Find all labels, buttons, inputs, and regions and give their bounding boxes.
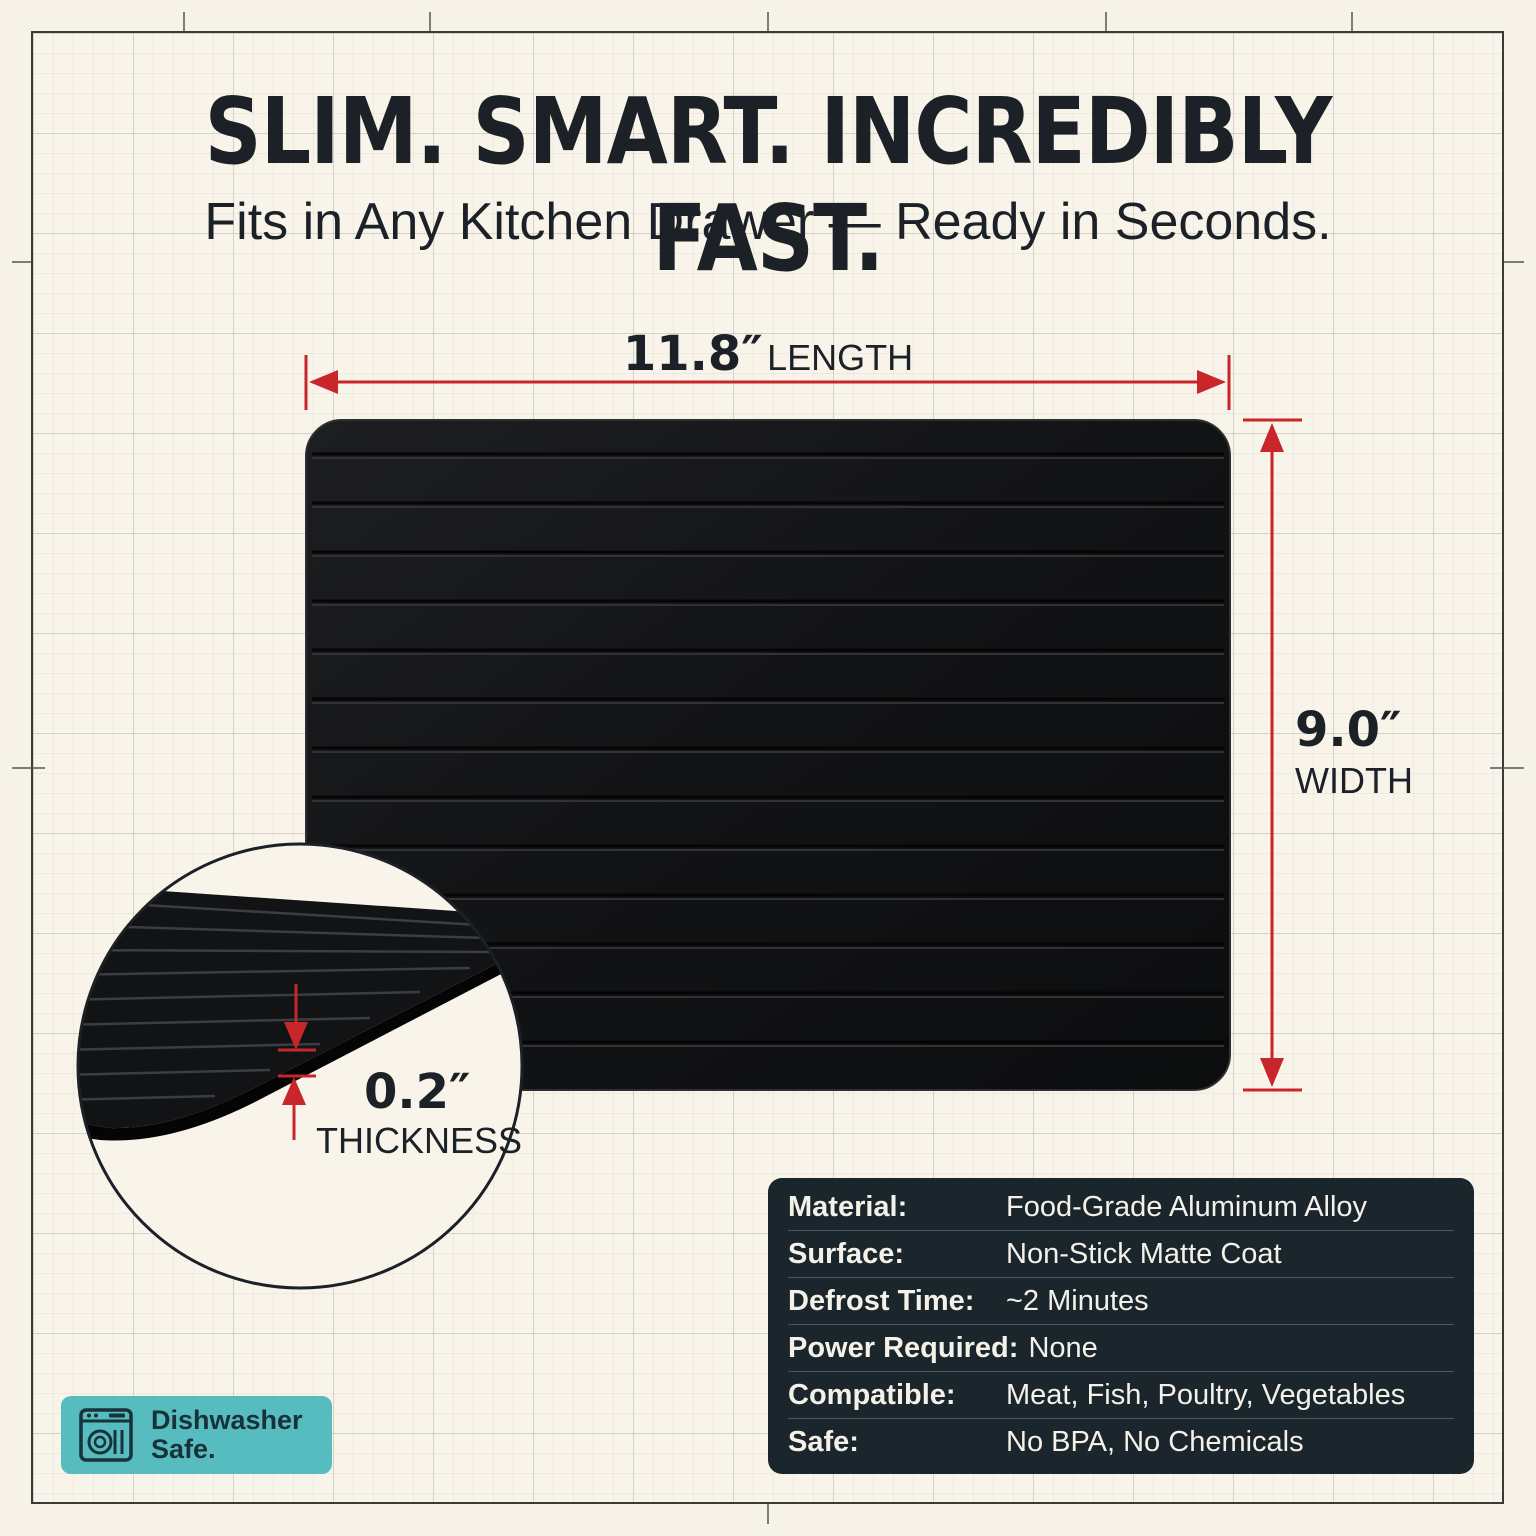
spec-value: ~2 Minutes: [1006, 1284, 1149, 1317]
thickness-label: 0.2″ THICKNESS: [316, 1064, 522, 1162]
spec-label: Power Required:: [788, 1331, 1019, 1364]
thickness-callout: [76, 842, 524, 1290]
width-unit: WIDTH: [1295, 760, 1413, 801]
dishwasher-safe-badge: Dishwasher Safe.: [61, 1396, 332, 1474]
headline: SLIM. SMART. INCREDIBLY FAST.: [204, 78, 1333, 292]
spec-label: Material:: [788, 1190, 908, 1223]
spec-value: None: [1028, 1331, 1098, 1364]
thickness-unit: THICKNESS: [316, 1120, 523, 1161]
spec-row-safe: Safe: No BPA, No Chemicals: [788, 1419, 1454, 1465]
length-value: 11.8″: [622, 326, 763, 382]
spec-value: Meat, Fish, Poultry, Vegetables: [1006, 1378, 1406, 1411]
spec-label: Defrost Time:: [788, 1284, 975, 1317]
spec-value: No BPA, No Chemicals: [1006, 1425, 1304, 1458]
spec-row-surface: Surface: Non-Stick Matte Coat: [788, 1231, 1454, 1278]
width-label: 9.0″ WIDTH: [1295, 702, 1413, 802]
dishwasher-icon: [79, 1408, 133, 1462]
spec-label: Surface:: [788, 1237, 905, 1270]
spec-label: Safe:: [788, 1425, 859, 1458]
badge-label: Dishwasher Safe.: [151, 1405, 303, 1464]
spec-table: Material: Food-Grade Aluminum Alloy Surf…: [768, 1178, 1474, 1474]
spec-row-power-required: Power Required: None: [788, 1325, 1454, 1372]
length-label: 11.8″ LENGTH: [0, 326, 1536, 382]
spec-value: Non-Stick Matte Coat: [1006, 1237, 1282, 1270]
spec-row-material: Material: Food-Grade Aluminum Alloy: [788, 1184, 1454, 1231]
thickness-value: 0.2″: [364, 1064, 471, 1120]
subheadline: Fits in Any Kitchen Drawer — Ready in Se…: [204, 193, 1332, 251]
width-dimension-line: [1243, 418, 1302, 1092]
length-dimension-line: [304, 355, 1231, 410]
width-value: 9.0″: [1295, 702, 1402, 758]
spec-value: Food-Grade Aluminum Alloy: [1006, 1190, 1368, 1223]
spec-row-compatible: Compatible: Meat, Fish, Poultry, Vegetab…: [788, 1372, 1454, 1419]
spec-label: Compatible:: [788, 1378, 956, 1411]
length-unit: LENGTH: [767, 337, 914, 378]
spec-row-defrost-time: Defrost Time: ~2 Minutes: [788, 1278, 1454, 1325]
